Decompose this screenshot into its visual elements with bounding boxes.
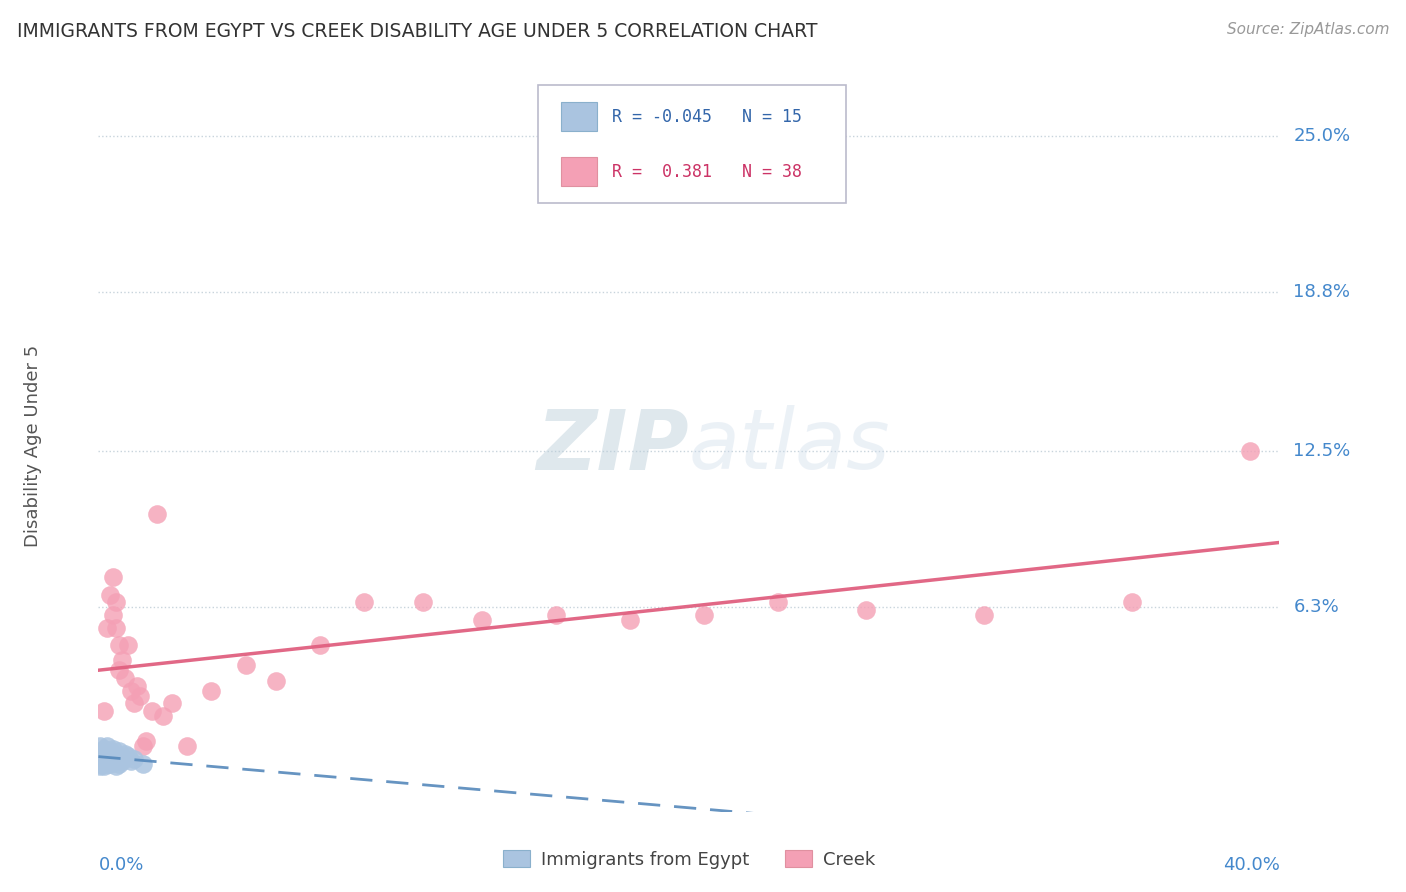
Point xyxy=(89,739,111,753)
Point xyxy=(146,507,169,521)
Point xyxy=(200,683,222,698)
Point xyxy=(108,744,131,758)
Point xyxy=(111,653,134,667)
Point xyxy=(108,756,131,771)
Point xyxy=(120,683,142,698)
Text: 12.5%: 12.5% xyxy=(1294,442,1351,460)
Text: Source: ZipAtlas.com: Source: ZipAtlas.com xyxy=(1226,22,1389,37)
Point xyxy=(125,679,148,693)
Text: 18.8%: 18.8% xyxy=(1294,283,1350,301)
Point xyxy=(103,752,125,766)
Text: ZIP: ZIP xyxy=(536,406,689,486)
Point xyxy=(93,759,115,773)
Point xyxy=(98,756,121,771)
Text: 6.3%: 6.3% xyxy=(1294,599,1339,616)
Point xyxy=(111,754,134,768)
Text: Disability Age Under 5: Disability Age Under 5 xyxy=(24,345,42,547)
Point xyxy=(93,749,115,764)
Point xyxy=(108,664,131,678)
FancyBboxPatch shape xyxy=(561,103,596,131)
Point xyxy=(90,756,112,771)
Point xyxy=(105,754,128,768)
Point xyxy=(114,747,136,761)
Point xyxy=(309,638,332,652)
Point xyxy=(766,595,789,609)
Point xyxy=(98,744,121,758)
Point xyxy=(162,696,183,710)
Point xyxy=(98,588,121,602)
Point xyxy=(96,752,118,766)
Point xyxy=(122,696,145,710)
Point xyxy=(544,607,567,622)
Text: 40.0%: 40.0% xyxy=(1223,855,1279,873)
Point xyxy=(93,754,115,768)
Point xyxy=(108,638,131,652)
Text: atlas: atlas xyxy=(689,406,890,486)
Point xyxy=(105,749,128,764)
Point xyxy=(96,739,118,753)
Point xyxy=(105,621,128,635)
Point xyxy=(132,756,155,771)
Point xyxy=(152,709,174,723)
Text: R = -0.045   N = 15: R = -0.045 N = 15 xyxy=(612,108,803,126)
Text: 25.0%: 25.0% xyxy=(1294,127,1351,145)
Point xyxy=(264,673,287,688)
Point xyxy=(96,756,118,771)
Point xyxy=(93,741,115,756)
Point xyxy=(96,621,118,635)
Point xyxy=(1121,595,1143,609)
Legend: Immigrants from Egypt, Creek: Immigrants from Egypt, Creek xyxy=(495,843,883,876)
Point xyxy=(176,739,198,753)
Point xyxy=(353,595,375,609)
Point xyxy=(90,752,112,766)
Point xyxy=(135,734,157,748)
Point xyxy=(132,739,155,753)
Point xyxy=(103,741,125,756)
Point xyxy=(93,704,115,718)
Point xyxy=(103,607,125,622)
Point xyxy=(120,754,142,768)
Point xyxy=(111,752,134,766)
Point xyxy=(128,689,150,703)
FancyBboxPatch shape xyxy=(537,86,846,203)
Point xyxy=(471,613,494,627)
Point xyxy=(105,595,128,609)
Point xyxy=(619,613,641,627)
Point xyxy=(117,638,139,652)
Point xyxy=(103,570,125,584)
Point xyxy=(141,704,163,718)
Point xyxy=(90,744,112,758)
Point xyxy=(89,759,111,773)
Point xyxy=(103,747,125,761)
Point xyxy=(117,749,139,764)
Point xyxy=(855,603,877,617)
Point xyxy=(114,671,136,685)
Point xyxy=(412,595,434,609)
Point xyxy=(1239,444,1261,458)
Text: 0.0%: 0.0% xyxy=(98,855,143,873)
FancyBboxPatch shape xyxy=(561,157,596,186)
Text: R =  0.381   N = 38: R = 0.381 N = 38 xyxy=(612,162,803,181)
Point xyxy=(693,607,716,622)
Point xyxy=(973,607,995,622)
Text: IMMIGRANTS FROM EGYPT VS CREEK DISABILITY AGE UNDER 5 CORRELATION CHART: IMMIGRANTS FROM EGYPT VS CREEK DISABILIT… xyxy=(17,22,817,41)
Point xyxy=(235,658,257,673)
Point xyxy=(122,752,145,766)
Point xyxy=(98,754,121,768)
Point xyxy=(105,759,128,773)
